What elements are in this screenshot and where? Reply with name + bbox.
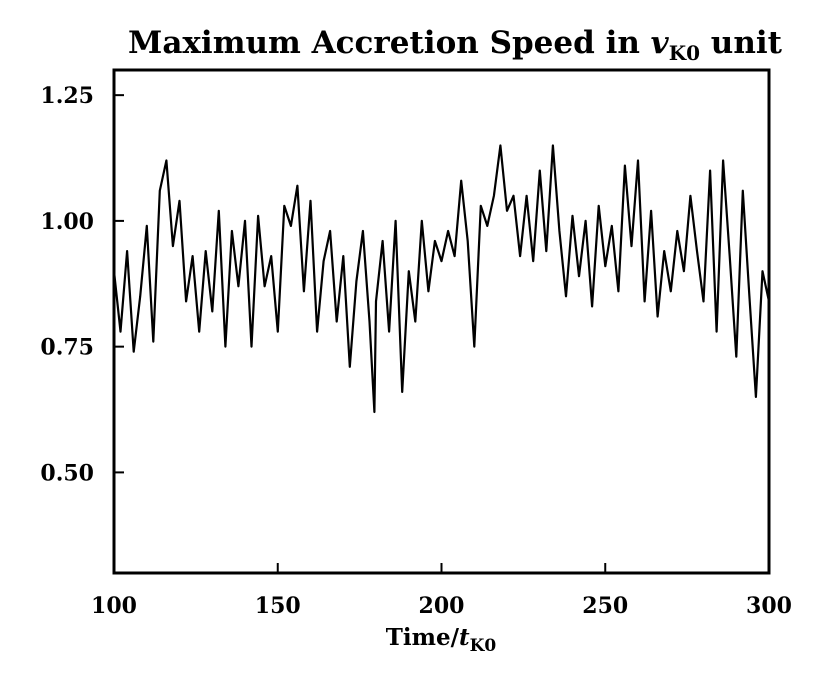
chart-title-symbol: v <box>651 25 670 61</box>
x-axis-label-subscript: K0 <box>470 636 497 656</box>
plot-area <box>112 144 771 414</box>
y-axis: 0.50 0.75 1.00 1.25 <box>40 83 124 486</box>
chart-title-prefix: Maximum Accretion Speed in <box>128 25 651 61</box>
chart-title-suffix: unit <box>700 25 783 61</box>
y-tick-label: 1.00 <box>40 209 94 235</box>
x-axis-label-prefix: Time/ <box>386 624 460 651</box>
x-axis-label-symbol: t <box>459 624 470 651</box>
chart-title-subscript: K0 <box>669 41 700 65</box>
y-tick-label: 0.50 <box>40 460 94 486</box>
x-tick-label: 100 <box>91 593 137 619</box>
x-tick-label: 300 <box>746 593 792 619</box>
y-tick-label: 0.75 <box>40 335 94 361</box>
x-tick-label: 250 <box>582 593 628 619</box>
y-tick-label: 1.25 <box>40 83 94 109</box>
x-axis-label: Time/tK0 <box>386 624 497 656</box>
x-tick-label: 150 <box>255 593 301 619</box>
x-axis: 100 150 200 250 300 <box>91 563 792 619</box>
x-tick-label: 200 <box>419 593 465 619</box>
plot-frame <box>112 68 771 575</box>
chart-title: Maximum Accretion Speed in vK0 unit <box>128 25 783 65</box>
series-line-0 <box>112 144 771 414</box>
